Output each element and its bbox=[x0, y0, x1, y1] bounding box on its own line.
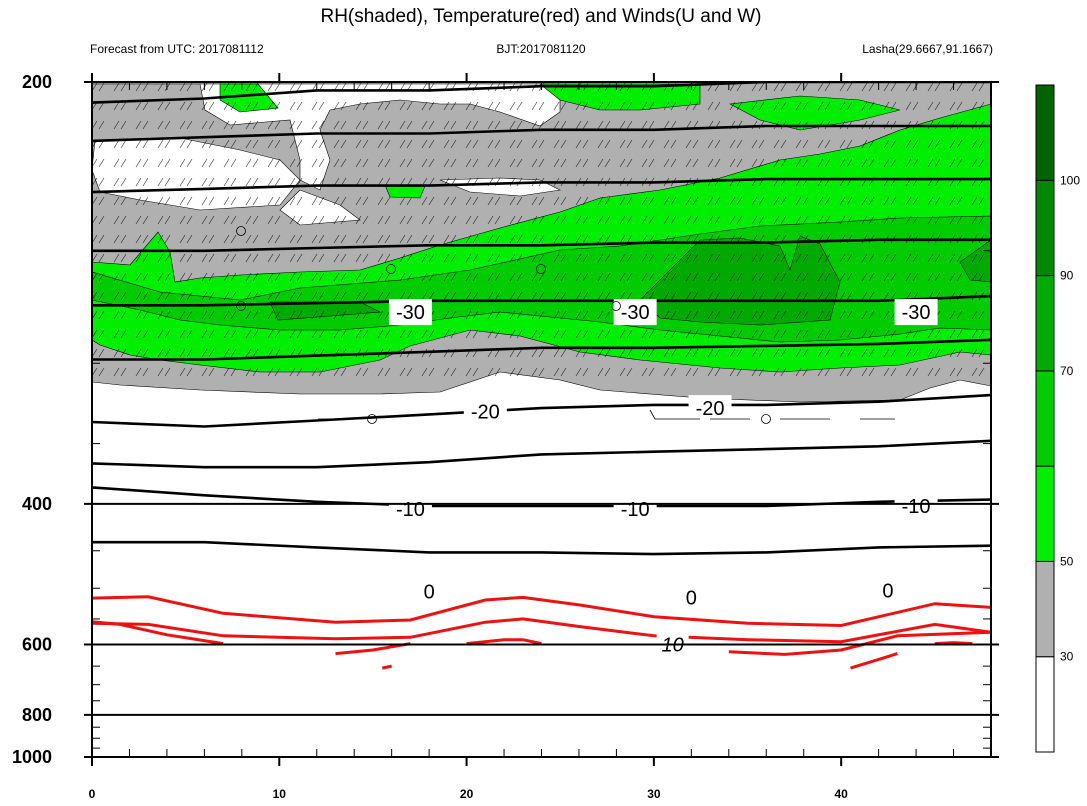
calm-wind-marker bbox=[536, 264, 546, 274]
isotherm-label-box bbox=[613, 496, 657, 523]
colorbar-bin bbox=[1035, 179, 1055, 277]
colorbar-label: 70 bbox=[1060, 364, 1074, 378]
x-tick-label: 10 bbox=[273, 787, 287, 801]
red-isotherm-line bbox=[92, 617, 991, 644]
colorbar-label: 90 bbox=[1060, 269, 1074, 283]
red-isotherm-line bbox=[934, 641, 973, 646]
red-isotherm-line bbox=[335, 642, 411, 656]
chart-title: RH(shaded), Temperature(red) and Winds(U… bbox=[320, 6, 761, 27]
subtitle-bjt: BJT:2017081120 bbox=[496, 42, 586, 56]
colorbar-bin bbox=[1035, 84, 1055, 181]
isotherm-label-box bbox=[894, 299, 938, 326]
black-isotherm-line bbox=[92, 338, 991, 361]
isotherm-label-box bbox=[613, 299, 657, 326]
x-tick-label: 30 bbox=[647, 787, 661, 801]
isotherm-label: -30 bbox=[396, 302, 425, 324]
black-isotherm-line bbox=[92, 393, 991, 428]
colorbar-label: 50 bbox=[1060, 554, 1074, 568]
y-tick-label: 1000 bbox=[12, 747, 52, 767]
red-isotherm-line bbox=[92, 620, 224, 646]
colorbar: 30 50 70 90 100 bbox=[1035, 84, 1080, 753]
y-tick-label: 600 bbox=[22, 635, 52, 655]
y-tick-label: 200 bbox=[22, 72, 52, 92]
calm-wind-marker bbox=[761, 414, 771, 424]
wind-shaft bbox=[318, 409, 895, 420]
calm-wind-marker bbox=[611, 301, 621, 311]
isotherm-label: -20 bbox=[696, 398, 725, 420]
isotherm-label: -10 bbox=[621, 499, 650, 521]
black-isotherm-line bbox=[92, 294, 991, 307]
colorbar-bin bbox=[1035, 560, 1055, 658]
black-isotherm-line bbox=[92, 238, 991, 253]
isotherm-label: -10 bbox=[902, 496, 931, 518]
isotherm-label-box bbox=[894, 492, 938, 519]
red-isotherm-line bbox=[381, 664, 393, 670]
wind-markers bbox=[236, 226, 895, 424]
isotherm-label-box bbox=[463, 398, 507, 425]
colorbar-bin bbox=[1035, 370, 1055, 467]
red-isotherm-line bbox=[728, 630, 991, 656]
colorbar-bin bbox=[1035, 275, 1055, 372]
calm-wind-marker bbox=[236, 226, 246, 236]
zero-isotherm-line bbox=[92, 571, 991, 598]
black-isotherm-line bbox=[92, 177, 991, 194]
isotherm-label-box bbox=[680, 584, 702, 611]
black-isotherm-line bbox=[92, 540, 991, 556]
isotherm-label: -10 bbox=[396, 499, 425, 521]
isotherm-label: -20 bbox=[471, 401, 500, 423]
y-tick-label: 400 bbox=[22, 494, 52, 514]
calm-wind-marker bbox=[236, 301, 246, 311]
isotherm-label-layer: -30 -30 -30-20 -20-10 -10 -100 0 010 bbox=[388, 299, 938, 658]
x-tick-label: 20 bbox=[460, 787, 474, 801]
colorbar-bin bbox=[1035, 465, 1055, 562]
calm-wind-marker bbox=[367, 414, 377, 424]
isotherm-label-box bbox=[388, 299, 432, 326]
red-isotherm-line bbox=[850, 652, 898, 670]
isotherm-label: 0 bbox=[882, 580, 893, 602]
isotherm-label: 0 bbox=[686, 587, 697, 609]
isotherm-label: -30 bbox=[621, 302, 650, 324]
red-isotherm-line bbox=[92, 595, 991, 628]
black-isotherm-line bbox=[92, 124, 991, 143]
isotherm-label-box bbox=[418, 578, 440, 605]
red-isotherm-line bbox=[466, 638, 542, 646]
axes-layer: 200 400 600 800 1000 0 10 20 30 40 bbox=[12, 72, 999, 801]
isotherm-label: -30 bbox=[902, 302, 931, 324]
isotherm-label-box bbox=[877, 577, 899, 604]
wind-barbs-layer bbox=[92, 82, 991, 382]
isotherm-label-box bbox=[688, 395, 732, 422]
isotherm-label-box bbox=[388, 496, 432, 523]
subtitle-station: Lasha(29.6667,91.1667) bbox=[862, 42, 993, 56]
y-tick-label: 800 bbox=[22, 705, 52, 725]
isotherm-label: 0 bbox=[424, 582, 435, 604]
x-tick-label: 0 bbox=[89, 787, 96, 801]
subtitle-forecast: Forecast from UTC: 2017081112 bbox=[90, 42, 264, 56]
x-tick-label: 40 bbox=[834, 787, 848, 801]
calm-wind-marker bbox=[386, 264, 396, 274]
colorbar-label: 100 bbox=[1060, 173, 1080, 187]
black-isotherm-line bbox=[92, 439, 991, 469]
colorbar-label: 30 bbox=[1060, 650, 1074, 664]
colorbar-bin bbox=[1035, 656, 1055, 753]
